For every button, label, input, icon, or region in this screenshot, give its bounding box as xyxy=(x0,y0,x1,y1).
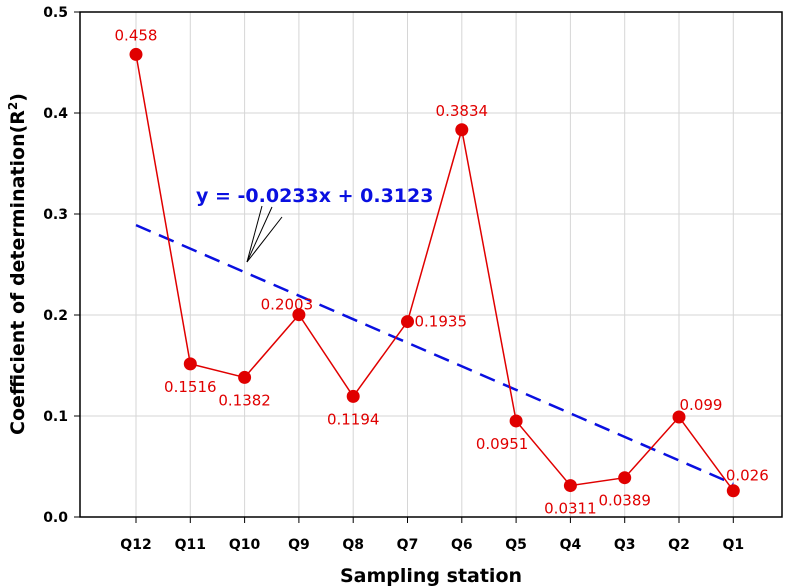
x-tick-label: Q3 xyxy=(614,537,636,553)
x-tick-label: Q10 xyxy=(229,537,261,553)
x-axis-title: Sampling station xyxy=(340,565,522,587)
x-axis-ticks: Q12 Q11 Q10 Q9 Q8 Q7 Q6 Q5 Q4 Q3 Q2 Q1 xyxy=(120,517,744,553)
data-label: 0.0389 xyxy=(598,492,651,510)
data-label: 0.3834 xyxy=(436,102,489,120)
y-tick-label: 0.3 xyxy=(43,207,68,223)
data-label: 0.1194 xyxy=(327,410,380,428)
data-point xyxy=(509,414,523,428)
trendline xyxy=(135,223,734,486)
data-point xyxy=(292,308,306,322)
x-tick-label: Q11 xyxy=(175,537,206,553)
data-point xyxy=(346,389,360,403)
x-tick-label: Q1 xyxy=(722,537,744,553)
trendline-equation: y = -0.0233x + 0.3123 xyxy=(196,185,433,207)
series-r2 xyxy=(135,54,734,492)
data-point xyxy=(726,484,740,498)
x-tick-label: Q6 xyxy=(451,537,473,553)
data-point xyxy=(129,47,143,61)
data-label: 0.0951 xyxy=(476,435,529,453)
x-tick-label: Q7 xyxy=(397,537,419,553)
data-point xyxy=(183,357,197,371)
data-label: 0.099 xyxy=(680,396,723,414)
data-label: 0.1382 xyxy=(218,391,271,409)
y-tick-label: 0.2 xyxy=(43,308,68,324)
data-label: 0.2003 xyxy=(261,296,314,314)
x-tick-label: Q4 xyxy=(560,537,582,553)
x-tick-label: Q2 xyxy=(668,537,690,553)
y-tick-label: 0.0 xyxy=(43,510,68,526)
plot-frame xyxy=(79,11,783,518)
grid xyxy=(80,12,782,517)
data-point xyxy=(455,123,469,137)
y-tick-label: 0.5 xyxy=(43,5,68,21)
y-axis-title: Coefficient of determination(R2) xyxy=(6,93,29,435)
x-tick-label: Q8 xyxy=(342,537,364,553)
y-tick-label: 0.1 xyxy=(43,409,68,425)
trendline-line xyxy=(135,223,734,486)
equation-arrow xyxy=(246,205,283,263)
y-axis-ticks: 0.0 0.1 0.2 0.3 0.4 0.5 xyxy=(43,5,80,526)
x-tick-label: Q9 xyxy=(288,537,310,553)
data-point xyxy=(563,479,577,493)
series-line xyxy=(135,54,734,492)
data-point xyxy=(238,370,252,384)
data-points xyxy=(129,47,740,498)
x-tick-label: Q12 xyxy=(120,537,151,553)
y-tick-label: 0.4 xyxy=(43,106,68,122)
data-point xyxy=(401,315,414,329)
data-label: 0.026 xyxy=(726,467,769,485)
data-point xyxy=(618,471,632,485)
data-label: 0.1516 xyxy=(164,378,217,396)
data-label: 0.458 xyxy=(115,26,158,44)
data-label: 0.0311 xyxy=(544,500,597,518)
data-label: 0.1935 xyxy=(415,313,468,331)
equation-annotation: y = -0.0233x + 0.3123 xyxy=(196,185,433,263)
data-point xyxy=(672,410,686,424)
x-tick-label: Q5 xyxy=(505,537,527,553)
